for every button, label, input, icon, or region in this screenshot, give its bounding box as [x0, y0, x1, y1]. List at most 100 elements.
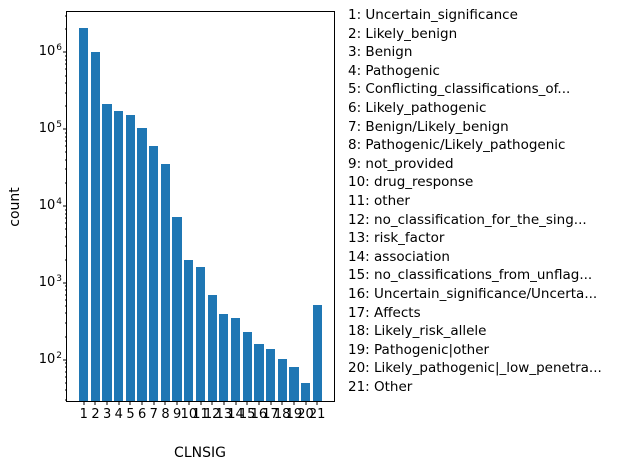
y-minor-tick	[64, 209, 67, 211]
bar-category-19	[289, 367, 299, 401]
y-minor-tick	[64, 289, 67, 291]
x-tick-label-13: 13	[215, 407, 233, 422]
y-minor-tick	[64, 366, 67, 368]
legend-entry-17: 17: Affects	[348, 304, 421, 321]
legend-entry-7: 7: Benign/Likely_benign	[348, 118, 509, 135]
y-minor-tick	[64, 299, 67, 301]
x-tick-label-1: 1	[79, 407, 88, 422]
x-tick-3	[106, 401, 108, 405]
legend-entry-9: 9: not_provided	[348, 155, 454, 172]
y-minor-tick	[64, 305, 67, 307]
x-tick-label-6: 6	[138, 407, 147, 422]
x-tick-20	[305, 401, 307, 405]
x-tick-label-2: 2	[91, 407, 100, 422]
y-tick-10e2	[63, 359, 67, 361]
y-tick-label-10e3: 103	[38, 274, 62, 291]
y-minor-tick	[64, 145, 67, 147]
legend-entry-8: 8: Pathogenic/Likely_pathogenic	[348, 137, 566, 154]
x-tick-label-14: 14	[227, 407, 244, 422]
bar-category-17	[265, 348, 276, 401]
x-tick-1	[83, 401, 85, 405]
x-tick-label-20: 20	[297, 407, 314, 422]
y-minor-tick	[64, 213, 67, 214]
legend-entry-3: 3: Benign	[348, 44, 413, 61]
y-minor-tick	[64, 389, 67, 391]
legend-entry-13: 13: risk_factor	[348, 230, 445, 247]
legend-entry-1: 1: Uncertain_significance	[348, 7, 518, 23]
x-tick-9	[176, 401, 178, 405]
y-minor-tick	[64, 15, 67, 17]
x-tick-label-5: 5	[126, 407, 135, 422]
x-tick-label-15: 15	[238, 407, 256, 422]
legend: 1: Uncertain_significance 2: Likely_benig…	[348, 6, 602, 396]
legend-entry-6: 6: Likely_pathogenic	[348, 99, 487, 116]
bar-category-10	[184, 259, 194, 401]
y-minor-tick	[64, 82, 67, 84]
x-tick-11	[200, 401, 201, 405]
bar-category-13	[219, 314, 229, 401]
x-tick-10	[188, 401, 190, 405]
x-tick-label-9: 9	[173, 407, 182, 422]
y-minor-tick	[64, 182, 67, 184]
y-minor-tick	[64, 168, 67, 170]
bar-category-2	[90, 52, 101, 401]
y-tick-10e5	[63, 128, 67, 130]
bar-category-14	[230, 317, 241, 401]
y-tick-label-10e6: 106	[38, 43, 62, 60]
x-tick-label-4: 4	[114, 407, 123, 422]
x-tick-2	[94, 401, 96, 405]
y-minor-tick	[64, 228, 67, 230]
bar-category-1	[79, 27, 89, 401]
x-tick-21	[316, 401, 318, 405]
bar-category-12	[207, 294, 217, 401]
legend-entry-21: 21: Other	[348, 378, 413, 395]
y-minor-tick	[64, 222, 67, 224]
y-minor-tick	[64, 28, 67, 30]
y-minor-tick	[64, 236, 67, 238]
x-tick-label-19: 19	[285, 407, 303, 422]
legend-entry-18: 18: Likely_risk_allele	[348, 323, 487, 340]
bar-category-6	[137, 127, 147, 401]
x-tick-5	[129, 401, 131, 405]
bar-category-16	[254, 343, 264, 401]
legend-entry-2: 2: Likely_benign	[348, 25, 458, 42]
legend-entry-10: 10: drug_response	[348, 174, 474, 191]
x-tick-label-10: 10	[180, 407, 198, 422]
y-axis-label: count	[7, 187, 23, 227]
legend-entry-4: 4: Pathogenic	[348, 62, 440, 79]
x-tick-label-16: 16	[250, 407, 268, 422]
x-tick-4	[118, 401, 120, 405]
x-tick-label-11: 11	[192, 407, 209, 422]
bar-category-20	[300, 382, 311, 401]
y-minor-tick	[64, 371, 67, 373]
legend-entry-5: 5: Conflicting_classifications_of...	[348, 81, 571, 98]
legend-entry-14: 14: association	[348, 248, 450, 265]
y-minor-tick	[64, 92, 67, 94]
legend-entry-11: 11: other	[348, 192, 410, 209]
x-tick-16	[258, 401, 260, 405]
x-tick-8	[164, 401, 166, 405]
y-minor-tick	[64, 132, 67, 134]
bar-category-15	[242, 332, 252, 401]
x-tick-14	[235, 401, 236, 405]
y-minor-tick	[64, 63, 67, 65]
bar-category-9	[172, 217, 182, 401]
bar-category-21	[312, 305, 322, 401]
y-minor-tick	[64, 322, 67, 324]
y-minor-tick	[64, 285, 67, 287]
legend-entry-12: 12: no_classification_for_the_sing...	[348, 211, 587, 228]
x-tick-label-8: 8	[161, 407, 170, 422]
y-minor-tick	[64, 151, 67, 153]
x-tick-label-7: 7	[149, 407, 158, 422]
y-minor-tick	[64, 336, 67, 338]
plot-area: 1 2 3 4 5 6 7 8 9 10 11 12 13 14 15 16 17 18 19 20 21 102 103 1…	[39, 11, 335, 421]
y-minor-tick	[64, 217, 67, 219]
y-minor-tick	[64, 140, 67, 142]
x-tick-label-17: 17	[262, 407, 279, 422]
x-tick-18	[281, 401, 283, 405]
y-minor-tick	[64, 159, 67, 161]
legend-entry-20: 20: Likely_pathogenic|_low_penetra...	[348, 360, 602, 377]
y-minor-tick	[64, 68, 67, 70]
x-tick-13	[223, 401, 225, 405]
